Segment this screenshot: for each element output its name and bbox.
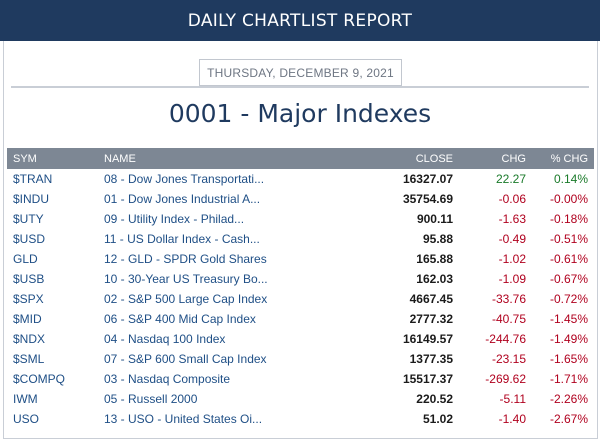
- percent-change-value: -2.26%: [549, 392, 588, 406]
- close-value: 4667.45: [409, 292, 453, 306]
- table-row[interactable]: $COMPQ 03 - Nasdaq Composite 15517.37 -269.…: [7, 369, 594, 389]
- symbol-link[interactable]: USO: [13, 412, 40, 426]
- percent-change-value: -0.18%: [549, 212, 588, 226]
- percent-change-value: -0.67%: [549, 272, 588, 286]
- close-value: 15517.37: [402, 372, 453, 386]
- index-name-link[interactable]: 07 - S&P 600 Small Cap Index: [104, 352, 267, 366]
- symbol-link[interactable]: $USB: [13, 272, 45, 286]
- symbol-link[interactable]: $MID: [13, 312, 42, 326]
- symbol-link[interactable]: GLD: [13, 252, 38, 266]
- indexes-table: SYM NAME CLOSE CHG % CHG $TRAN 08 - Dow J…: [7, 148, 594, 429]
- change-value: -244.76: [485, 332, 526, 346]
- table-row[interactable]: GLD 12 - GLD - SPDR Gold Shares 165.88 -1.0…: [7, 249, 594, 269]
- symbol-link[interactable]: IWM: [13, 392, 38, 406]
- change-value: 22.27: [495, 172, 526, 186]
- percent-change-value: -0.61%: [549, 252, 588, 266]
- index-name-link[interactable]: 03 - Nasdaq Composite: [104, 372, 231, 386]
- table-row[interactable]: $TRAN 08 - Dow Jones Transportati... 16327…: [7, 169, 594, 189]
- percent-change-value: -2.67%: [549, 412, 588, 426]
- index-name-link[interactable]: 08 - Dow Jones Transportati...: [104, 172, 265, 186]
- table-row[interactable]: IWM 05 - Russell 2000 220.52 -5.11 -2.26%: [7, 389, 594, 409]
- percent-change-value: -0.72%: [549, 292, 588, 306]
- table-row[interactable]: $USB 10 - 30-Year US Treasury Bo... 162.03…: [7, 269, 594, 289]
- close-value: 95.88: [422, 232, 453, 246]
- index-name-link[interactable]: 09 - Utility Index - Philad...: [104, 212, 245, 226]
- table-row[interactable]: $INDU 01 - Dow Jones Industrial A... 35754…: [7, 189, 594, 209]
- table-row[interactable]: $SPX 02 - S&P 500 Large Cap Index 4667.45 -…: [7, 289, 594, 309]
- symbol-link[interactable]: $NDX: [13, 332, 46, 346]
- index-name-link[interactable]: 11 - US Dollar Index - Cash...: [104, 232, 260, 246]
- divider: [11, 86, 589, 88]
- percent-change-value: -0.00%: [549, 192, 588, 206]
- close-value: 220.52: [416, 392, 453, 406]
- close-value: 51.02: [422, 412, 453, 426]
- symbol-link[interactable]: $INDU: [13, 192, 50, 206]
- column-header-pct-chg: % CHG: [550, 152, 588, 165]
- change-value: -1.40: [498, 412, 526, 426]
- table-row[interactable]: $NDX 04 - Nasdaq 100 Index 16149.57 -244.76…: [7, 329, 594, 349]
- index-name-link[interactable]: 02 - S&P 500 Large Cap Index: [104, 292, 268, 306]
- column-header-sym: SYM: [13, 152, 37, 165]
- change-value: -23.15: [491, 352, 526, 366]
- change-value: -269.62: [485, 372, 526, 386]
- close-value: 16149.57: [402, 332, 453, 346]
- change-value: -40.75: [491, 312, 526, 326]
- table-row[interactable]: $USD 11 - US Dollar Index - Cash... 95.88 -…: [7, 229, 594, 249]
- change-value: -0.06: [498, 192, 526, 206]
- index-name-link[interactable]: 12 - GLD - SPDR Gold Shares: [104, 252, 267, 266]
- index-name-link[interactable]: 05 - Russell 2000: [104, 392, 198, 406]
- change-value: -1.63: [498, 212, 526, 226]
- table-row[interactable]: $UTY 09 - Utility Index - Philad... 900.11…: [7, 209, 594, 229]
- table-header-row: SYM NAME CLOSE CHG % CHG: [7, 148, 594, 169]
- close-value: 162.03: [416, 272, 453, 286]
- close-value: 2777.32: [409, 312, 453, 326]
- column-header-chg: CHG: [501, 152, 526, 165]
- change-value: -1.09: [498, 272, 526, 286]
- percent-change-value: 0.14%: [553, 172, 588, 186]
- index-name-link[interactable]: 04 - Nasdaq 100 Index: [104, 332, 226, 346]
- symbol-link[interactable]: $UTY: [13, 212, 44, 226]
- report-header-title: DAILY CHARTLIST REPORT: [187, 10, 413, 31]
- report-header-bar: DAILY CHARTLIST REPORT: [0, 0, 600, 41]
- chartlist-title: 0001 - Major Indexes: [168, 99, 432, 128]
- close-value: 1377.35: [409, 352, 453, 366]
- symbol-link[interactable]: $COMPQ: [13, 372, 66, 386]
- close-value: 16327.07: [402, 172, 453, 186]
- column-header-close: CLOSE: [415, 152, 453, 165]
- table-row[interactable]: $MID 06 - S&P 400 Mid Cap Index 2777.32 -40…: [7, 309, 594, 329]
- close-value: 900.11: [416, 212, 453, 226]
- percent-change-value: -1.71%: [549, 372, 588, 386]
- table-row[interactable]: USO 13 - USO - United States Oi... 51.02 -1…: [7, 409, 594, 429]
- indexes-table-container: SYM NAME CLOSE CHG % CHG $TRAN 08 - Dow J…: [7, 148, 594, 429]
- symbol-link[interactable]: $TRAN: [13, 172, 53, 186]
- index-name-link[interactable]: 13 - USO - United States Oi...: [104, 412, 263, 426]
- change-value: -0.49: [498, 232, 526, 246]
- change-value: -33.76: [491, 292, 526, 306]
- index-name-link[interactable]: 06 - S&P 400 Mid Cap Index: [104, 312, 256, 326]
- symbol-link[interactable]: $USD: [13, 232, 46, 246]
- index-name-link[interactable]: 01 - Dow Jones Industrial A...: [104, 192, 261, 206]
- percent-change-value: -1.45%: [549, 312, 588, 326]
- symbol-link[interactable]: $SML: [13, 352, 45, 366]
- close-value: 165.88: [416, 252, 453, 266]
- change-value: -1.02: [498, 252, 526, 266]
- percent-change-value: -0.51%: [549, 232, 588, 246]
- percent-change-value: -1.65%: [549, 352, 588, 366]
- table-row[interactable]: $SML 07 - S&P 600 Small Cap Index 1377.35 -…: [7, 349, 594, 369]
- percent-change-value: -1.49%: [549, 332, 588, 346]
- close-value: 35754.69: [402, 192, 453, 206]
- change-value: -5.11: [499, 392, 526, 406]
- index-name-link[interactable]: 10 - 30-Year US Treasury Bo...: [104, 272, 268, 286]
- report-date: THURSDAY, DECEMBER 9, 2021: [199, 59, 402, 86]
- symbol-link[interactable]: $SPX: [13, 292, 44, 306]
- column-header-name: NAME: [104, 152, 136, 165]
